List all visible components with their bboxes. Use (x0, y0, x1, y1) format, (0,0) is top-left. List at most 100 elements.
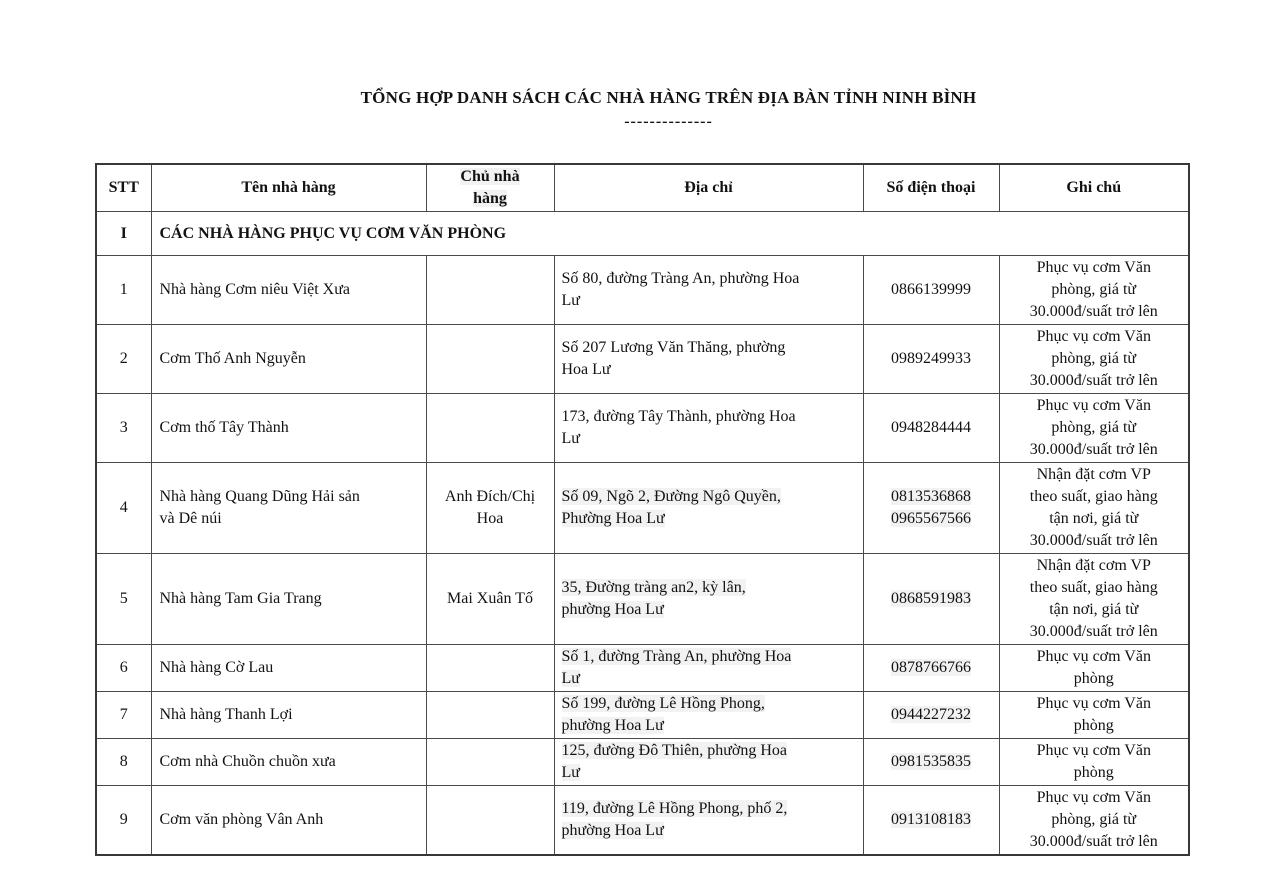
column-header-address: Địa chỉ (553, 163, 864, 212)
cell-restaurant-note: Phục vụ cơm Văn phòng, giá từ 30.000đ/su… (998, 785, 1190, 856)
cell-restaurant-name: Cơm văn phòng Vân Anh (150, 785, 427, 856)
restaurant-name: Nhà hàng Cờ Lau (159, 659, 274, 676)
cell-restaurant-owner (425, 644, 555, 692)
restaurant-note: Nhận đặt cơm VP theo suất, giao hàng tận… (1029, 466, 1158, 549)
row-number: 2 (119, 350, 128, 367)
cell-restaurant-address: 173, đường Tây Thành, phường Hoa Lư (553, 393, 864, 463)
cell-restaurant-owner (425, 785, 555, 856)
column-header-note: Ghi chú (998, 163, 1190, 212)
row-number: 7 (119, 706, 128, 723)
table-row: 1 Nhà hàng Cơm niêu Việt Xưa Số 80, đườn… (95, 255, 1190, 325)
cell-restaurant-address: 119, đường Lê Hồng Phong, phố 2, phường … (553, 785, 864, 856)
cell-restaurant-address: Số 199, đường Lê Hồng Phong, phường Hoa … (553, 691, 864, 739)
cell-restaurant-note: Phục vụ cơm Văn phòng, giá từ 30.000đ/su… (998, 255, 1190, 325)
table-row: 6 Nhà hàng Cờ Lau Số 1, đường Tràng An, … (95, 644, 1190, 692)
restaurant-phone: 0948284444 (891, 419, 971, 436)
cell-row-number: 2 (95, 324, 152, 394)
restaurant-phone: 0989249933 (891, 350, 971, 367)
table-header: STT Tên nhà hàng Chủ nhà hàng Địa chỉ Số… (95, 163, 1190, 212)
restaurant-name: Cơm thố Tây Thành (159, 419, 289, 436)
restaurant-note: Phục vụ cơm Văn phòng (1036, 695, 1151, 734)
cell-restaurant-name: Nhà hàng Tam Gia Trang (150, 553, 427, 645)
row-number: 9 (119, 811, 128, 828)
column-header-name: Tên nhà hàng (150, 163, 427, 212)
restaurant-address: 35, Đường tràng an2, kỳ lân, phường Hoa … (561, 579, 746, 618)
restaurant-phone: 0981535835 (891, 753, 971, 770)
restaurant-phone: 0913108183 (891, 811, 971, 828)
cell-restaurant-note: Phục vụ cơm Văn phòng, giá từ 30.000đ/su… (998, 393, 1190, 463)
cell-restaurant-note: Phục vụ cơm Văn phòng (998, 644, 1190, 692)
cell-restaurant-phone: 0868591983 (862, 553, 1000, 645)
cell-restaurant-name: Cơm thố Tây Thành (150, 393, 427, 463)
cell-row-number: 9 (95, 785, 152, 856)
table-row: 9 Cơm văn phòng Vân Anh 119, đường Lê Hồ… (95, 785, 1190, 856)
cell-restaurant-owner (425, 393, 555, 463)
restaurant-name: Cơm văn phòng Vân Anh (159, 811, 324, 828)
restaurant-address: 173, đường Tây Thành, phường Hoa Lư (561, 408, 796, 447)
cell-restaurant-owner (425, 324, 555, 394)
row-number: 5 (119, 590, 128, 607)
column-header-phone: Số điện thoại (862, 163, 1000, 212)
cell-restaurant-phone: 0944227232 (862, 691, 1000, 739)
cell-restaurant-address: Số 09, Ngõ 2, Đường Ngô Quyền, Phường Ho… (553, 462, 864, 554)
cell-restaurant-note: Phục vụ cơm Văn phòng (998, 738, 1190, 786)
restaurant-name: Nhà hàng Tam Gia Trang (159, 590, 322, 607)
cell-restaurant-note: Phục vụ cơm Văn phòng, giá từ 30.000đ/su… (998, 324, 1190, 394)
restaurant-address: 119, đường Lê Hồng Phong, phố 2, phường … (561, 800, 788, 839)
restaurant-name: Nhà hàng Cơm niêu Việt Xưa (159, 281, 351, 298)
restaurant-note: Phục vụ cơm Văn phòng (1036, 742, 1151, 781)
cell-restaurant-owner: Anh Đích/Chị Hoa (425, 462, 555, 554)
restaurant-note: Phục vụ cơm Văn phòng, giá từ 30.000đ/su… (1029, 328, 1158, 389)
restaurant-address: Số 09, Ngõ 2, Đường Ngô Quyền, Phường Ho… (561, 488, 781, 527)
restaurant-name: Nhà hàng Thanh Lợi (159, 706, 293, 723)
column-header-stt: STT (95, 163, 152, 212)
cell-restaurant-address: 35, Đường tràng an2, kỳ lân, phường Hoa … (553, 553, 864, 645)
restaurant-name: Cơm Thố Anh Nguyễn (159, 350, 306, 367)
restaurant-address: Số 199, đường Lê Hồng Phong, phường Hoa … (561, 695, 765, 734)
restaurant-note: Phục vụ cơm Văn phòng (1036, 648, 1151, 687)
restaurant-address: Số 80, đường Tràng An, phường Hoa Lư (561, 270, 800, 309)
column-header-owner: Chủ nhà hàng (425, 163, 555, 212)
restaurant-name: Cơm nhà Chuồn chuồn xưa (159, 753, 336, 770)
cell-restaurant-address: Số 80, đường Tràng An, phường Hoa Lư (553, 255, 864, 325)
cell-row-number: 3 (95, 393, 152, 463)
cell-row-number: 6 (95, 644, 152, 692)
restaurant-note: Phục vụ cơm Văn phòng, giá từ 30.000đ/su… (1029, 789, 1158, 850)
table-row: 3 Cơm thố Tây Thành 173, đường Tây Thành… (95, 393, 1190, 463)
table-row: 7 Nhà hàng Thanh Lợi Số 199, đường Lê Hồ… (95, 691, 1190, 739)
restaurant-address: 125, đường Đô Thiên, phường Hoa Lư (561, 742, 788, 781)
cell-restaurant-owner (425, 738, 555, 786)
table-row: 2 Cơm Thố Anh Nguyễn Số 207 Lương Văn Th… (95, 324, 1190, 394)
cell-row-number: 8 (95, 738, 152, 786)
cell-row-number: 1 (95, 255, 152, 325)
cell-restaurant-phone: 0981535835 (862, 738, 1000, 786)
cell-restaurant-phone: 0813536868 0965567566 (862, 462, 1000, 554)
restaurant-table: STT Tên nhà hàng Chủ nhà hàng Địa chỉ Số… (95, 163, 1190, 856)
restaurant-phone: 0866139999 (891, 281, 971, 298)
cell-restaurant-phone: 0878766766 (862, 644, 1000, 692)
cell-restaurant-address: Số 207 Lương Văn Thăng, phường Hoa Lư (553, 324, 864, 394)
cell-restaurant-name: Nhà hàng Cờ Lau (150, 644, 427, 692)
cell-restaurant-name: Cơm Thố Anh Nguyễn (150, 324, 427, 394)
row-number: 8 (119, 753, 128, 770)
restaurant-phone: 0868591983 (891, 590, 971, 607)
cell-restaurant-owner: Mai Xuân Tố (425, 553, 555, 645)
cell-restaurant-phone: 0866139999 (862, 255, 1000, 325)
row-number: 4 (119, 499, 128, 516)
restaurant-phone: 0944227232 (891, 706, 971, 723)
restaurant-phone: 0878766766 (891, 659, 971, 676)
cell-restaurant-note: Nhận đặt cơm VP theo suất, giao hàng tận… (998, 462, 1190, 554)
table-body: I CÁC NHÀ HÀNG PHỤC VỤ CƠM VĂN PHÒNG 1 N… (95, 211, 1190, 856)
restaurant-address: Số 1, đường Tràng An, phường Hoa Lư (561, 648, 792, 687)
cell-restaurant-phone: 0948284444 (862, 393, 1000, 463)
table-row: 4 Nhà hàng Quang Dũng Hải sản và Dê núi … (95, 462, 1190, 554)
restaurant-owner: Mai Xuân Tố (447, 590, 533, 607)
cell-restaurant-name: Nhà hàng Thanh Lợi (150, 691, 427, 739)
row-number: 3 (119, 419, 128, 436)
cell-restaurant-name: Cơm nhà Chuồn chuồn xưa (150, 738, 427, 786)
row-number: 1 (119, 281, 128, 298)
section-row: I CÁC NHÀ HÀNG PHỤC VỤ CƠM VĂN PHÒNG (95, 211, 1190, 256)
table-row: 8 Cơm nhà Chuồn chuồn xưa 125, đường Đô … (95, 738, 1190, 786)
cell-restaurant-note: Phục vụ cơm Văn phòng (998, 691, 1190, 739)
